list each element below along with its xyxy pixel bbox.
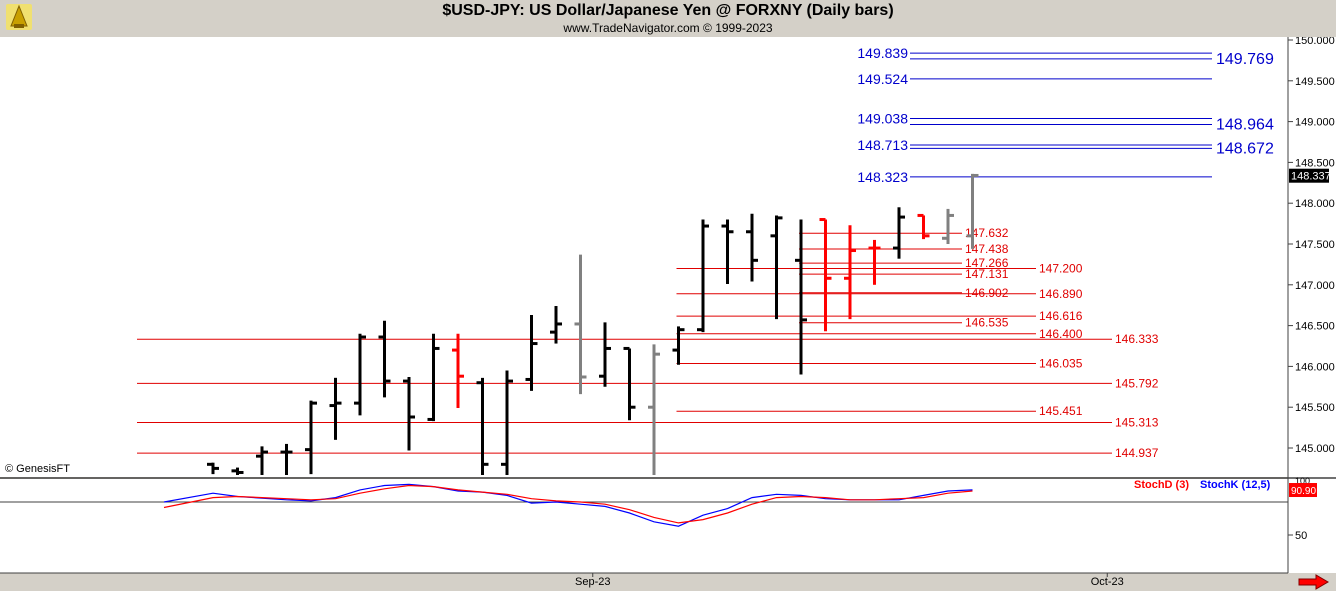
fib-level-label: 147.632: [965, 226, 1009, 240]
price-tick-label: 148.000: [1295, 198, 1335, 210]
last-price-marker: [1289, 168, 1329, 183]
price-tick-label: 149.000: [1295, 117, 1335, 129]
fib-level-label: 149.038: [857, 110, 908, 126]
stoch-last-value-label: 90.90: [1291, 486, 1316, 497]
fib-level-label: 149.839: [857, 45, 908, 61]
fib-level-label: 145.313: [1115, 415, 1159, 429]
chart-subtitle: www.TradeNavigator.com © 1999-2023: [563, 21, 773, 35]
stoch-legend-label: StochD (3): [1134, 479, 1189, 491]
fib-level-label: 147.438: [965, 242, 1009, 256]
fib-level-label: 145.792: [1115, 376, 1159, 390]
fib-level-label: 146.902: [965, 286, 1009, 300]
price-tick-label: 147.000: [1295, 280, 1335, 292]
stoch-panel-background: [0, 479, 1288, 573]
trade-navigator-logo-icon: [6, 4, 32, 30]
price-tick-label: 148.500: [1295, 157, 1335, 169]
price-tick-label: 149.500: [1295, 76, 1335, 88]
fib-level-label: 148.323: [857, 169, 908, 185]
date-axis: Sep-23 Oct-23: [575, 573, 1124, 588]
stoch-top-tick-label: 100: [1295, 476, 1310, 486]
price-tick-label: 150.000: [1295, 37, 1335, 47]
price-bars: [207, 173, 979, 475]
scroll-right-arrow-icon[interactable]: [1298, 574, 1330, 590]
price-axis: 145.000 145.500 146.000 146.500 147.000 147.5…: [1288, 37, 1335, 455]
last-price-label: 148.337: [1291, 171, 1331, 183]
price-tick-label: 146.000: [1295, 361, 1335, 373]
stoch-series-line: [163, 484, 973, 524]
price-tick-label: 146.500: [1295, 321, 1335, 333]
fib-level-label: 146.333: [1115, 332, 1159, 346]
date-tick-label: Oct-23: [1091, 576, 1124, 588]
fib-level-label: 149.524: [857, 71, 908, 87]
x-axis-strip: [0, 573, 1288, 591]
fib-level-label: 148.672: [1216, 140, 1274, 157]
stoch-last-value-marker: [1289, 483, 1317, 498]
fib-level-label: 147.131: [965, 267, 1009, 281]
stoch-legend-label: StochK (12,5): [1200, 479, 1271, 491]
fib-level-label: 145.451: [1039, 404, 1083, 418]
date-tick-label: Sep-23: [575, 576, 610, 588]
fib-level-label: 148.964: [1216, 117, 1274, 134]
fib-level-label: 147.266: [965, 256, 1009, 270]
fib-level-label: 148.713: [857, 137, 908, 153]
fib-level-label: 146.035: [1039, 357, 1083, 371]
price-tick-label: 145.000: [1295, 443, 1335, 455]
fib-level-label: 146.535: [965, 316, 1009, 330]
chart-header: $USD-JPY: US Dollar/Japanese Yen @ FORXN…: [0, 0, 1336, 37]
copyright-label: © GenesisFT: [5, 463, 70, 475]
price-tick-label: 145.500: [1295, 402, 1335, 414]
chart-title: $USD-JPY: US Dollar/Japanese Yen @ FORXN…: [442, 2, 894, 19]
fibonacci-lines: 149.839 149.769 149.524 149.038 148.964 148.7…: [137, 45, 1274, 460]
price-tick-label: 147.500: [1295, 239, 1335, 251]
chart-area[interactable]: 149.839 149.769 149.524 149.038 148.964 148.7…: [0, 37, 1336, 591]
price-panel-background: [0, 37, 1288, 477]
fib-level-label: 144.937: [1115, 446, 1159, 460]
fib-level-label: 146.890: [1039, 287, 1083, 301]
fib-level-label: 146.400: [1039, 327, 1083, 341]
fib-level-label: 147.200: [1039, 261, 1083, 275]
fib-level-label: 146.616: [1039, 309, 1083, 323]
fib-level-label: 149.769: [1216, 51, 1274, 68]
stoch-tick-label: 50: [1295, 530, 1307, 542]
